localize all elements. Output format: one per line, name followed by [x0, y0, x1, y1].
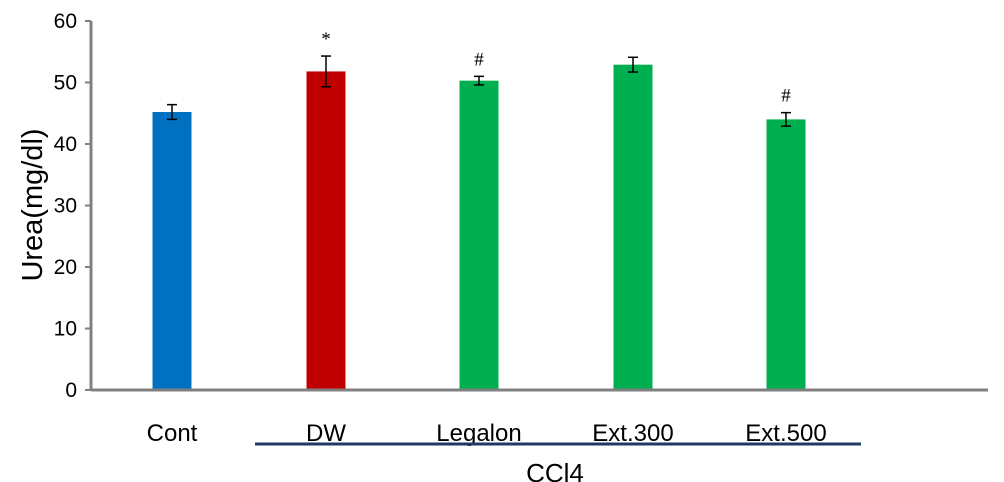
error-bar — [474, 75, 484, 86]
error-bars-group — [167, 55, 791, 127]
x-tick-label: Cont — [147, 420, 198, 447]
bar-ext-500 — [766, 119, 806, 391]
y-tick-label: 20 — [54, 256, 77, 279]
bar-cont — [152, 112, 192, 391]
bars-group — [152, 64, 806, 391]
significance-marker: # — [781, 86, 791, 107]
y-tick-label: 30 — [54, 195, 77, 218]
bar-dw — [306, 71, 346, 391]
error-bar — [628, 56, 638, 73]
y-tick-label: 60 — [54, 10, 77, 33]
axes-group — [89, 21, 988, 392]
significance-marker: * — [321, 29, 331, 50]
significance-marker: # — [474, 49, 484, 70]
error-bar — [321, 55, 331, 88]
y-tick-label: 0 — [65, 379, 77, 402]
y-tick-label: 10 — [54, 318, 77, 341]
y-axis-title: Urea(mg/dl) — [17, 128, 49, 281]
y-tick-label: 50 — [54, 72, 77, 95]
bar-ext-300 — [613, 64, 653, 390]
y-tick-label: 40 — [54, 133, 77, 156]
bar-legalon — [459, 80, 499, 390]
error-bar — [781, 111, 791, 127]
error-bar — [167, 103, 177, 121]
group-label: CCl4 — [526, 458, 584, 482]
y-axis-ticks: 0 10 20 30 40 50 60 — [54, 10, 91, 402]
annotations-group: * # # — [321, 29, 791, 107]
